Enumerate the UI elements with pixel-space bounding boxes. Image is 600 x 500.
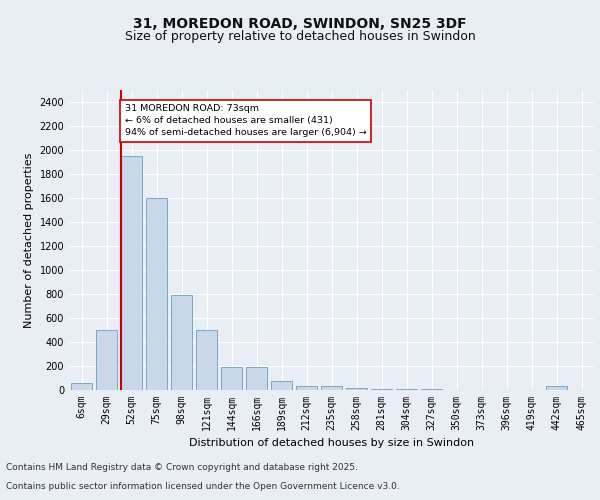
Bar: [271, 381, 292, 390]
Bar: [246, 366, 267, 390]
Bar: [296, 386, 317, 390]
Bar: [221, 366, 242, 390]
Bar: [196, 330, 217, 390]
Bar: [71, 383, 92, 390]
Bar: [121, 156, 142, 390]
Bar: [96, 330, 117, 390]
Bar: [146, 198, 167, 390]
Text: Size of property relative to detached houses in Swindon: Size of property relative to detached ho…: [125, 30, 475, 43]
X-axis label: Distribution of detached houses by size in Swindon: Distribution of detached houses by size …: [189, 438, 474, 448]
Y-axis label: Number of detached properties: Number of detached properties: [24, 152, 34, 328]
Bar: [546, 386, 567, 390]
Text: 31, MOREDON ROAD, SWINDON, SN25 3DF: 31, MOREDON ROAD, SWINDON, SN25 3DF: [133, 18, 467, 32]
Text: Contains public sector information licensed under the Open Government Licence v3: Contains public sector information licen…: [6, 482, 400, 491]
Text: 31 MOREDON ROAD: 73sqm
← 6% of detached houses are smaller (431)
94% of semi-det: 31 MOREDON ROAD: 73sqm ← 6% of detached …: [125, 104, 367, 137]
Text: Contains HM Land Registry data © Crown copyright and database right 2025.: Contains HM Land Registry data © Crown c…: [6, 464, 358, 472]
Bar: [321, 386, 342, 390]
Bar: [371, 389, 392, 390]
Bar: [346, 388, 367, 390]
Bar: [171, 295, 192, 390]
